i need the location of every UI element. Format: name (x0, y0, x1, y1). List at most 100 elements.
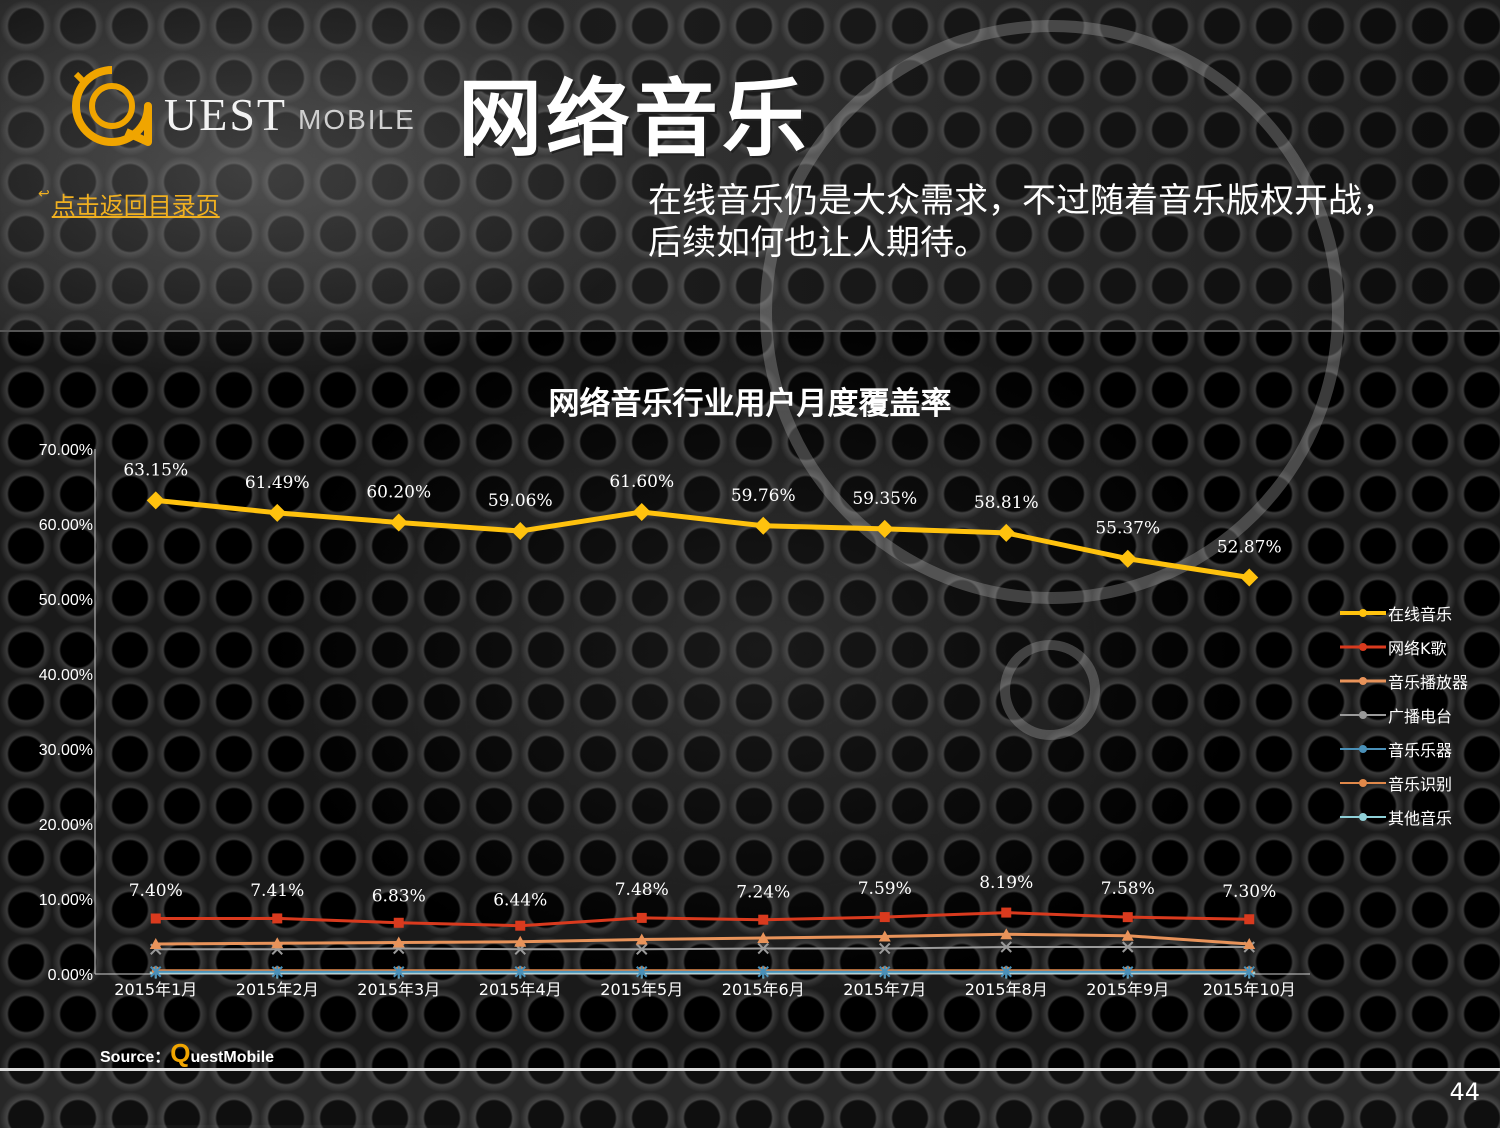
legend-label: 网络K歌 (1388, 639, 1447, 658)
chart-legend: 在线音乐网络K歌音乐播放器广播电台音乐乐器音乐识别其他音乐 (1340, 596, 1490, 834)
x-tick-label: 2015年5月 (600, 980, 683, 999)
data-point-marker (1121, 929, 1134, 941)
data-label: 61.49% (245, 473, 310, 493)
data-point-marker (1118, 549, 1137, 568)
legend-swatch-icon (1340, 779, 1386, 787)
legend-item: 广播电台 (1340, 698, 1490, 732)
data-point-marker (1001, 907, 1012, 918)
y-tick-label: 0.00% (48, 967, 93, 984)
x-tick-label: 2015年3月 (357, 980, 440, 999)
data-point-marker (1240, 568, 1259, 587)
data-label: 6.44% (493, 891, 547, 911)
legend-swatch-icon (1340, 711, 1386, 719)
source-brand: uestMobile (190, 1049, 275, 1066)
data-point-marker (636, 965, 648, 978)
data-point-marker (878, 930, 891, 942)
data-label: 7.58% (1101, 879, 1155, 899)
chart-title: 网络音乐行业用户月度覆盖率 (548, 386, 952, 422)
y-tick-label: 60.00% (39, 517, 93, 534)
legend-item: 在线音乐 (1340, 596, 1490, 630)
legend-label: 音乐播放器 (1388, 673, 1469, 692)
data-point-marker (879, 942, 891, 955)
data-label: 7.59% (858, 879, 912, 899)
data-label: 7.30% (1222, 882, 1276, 902)
data-point-marker (514, 935, 527, 947)
series-line (155, 932, 1250, 946)
legend-swatch-icon (1340, 677, 1386, 685)
data-point-marker (150, 965, 162, 978)
data-label: 60.20% (366, 483, 431, 503)
series-line (155, 911, 1250, 928)
y-tick-label: 40.00% (39, 667, 93, 684)
questmobile-logo: UEST MOBILE (66, 62, 426, 152)
series-line (155, 946, 1250, 951)
x-tick-label: 2015年2月 (236, 980, 319, 999)
y-tick-label: 20.00% (39, 817, 93, 834)
data-point-marker (758, 914, 769, 925)
data-label: 7.40% (129, 881, 183, 901)
data-point-marker (1000, 965, 1012, 978)
legend-label: 在线音乐 (1388, 605, 1453, 624)
legend-item: 其他音乐 (1340, 800, 1490, 834)
page-subtitle: 在线音乐仍是大众需求，不过随着音乐版权开战， 后续如何也让人期待。 (648, 180, 1488, 264)
y-tick-label: 10.00% (39, 892, 93, 909)
y-tick-label: 30.00% (39, 742, 93, 759)
data-point-marker (150, 913, 161, 924)
data-label: 63.15% (123, 460, 188, 480)
data-point-marker (636, 943, 648, 955)
data-label: 59.06% (488, 491, 553, 511)
page-title: 网络音乐 (458, 70, 811, 168)
data-point-marker (392, 936, 405, 948)
data-point-marker (514, 965, 526, 978)
source-q-mark: Q (170, 1038, 191, 1068)
data-point-marker (146, 491, 165, 510)
data-point-marker (393, 917, 404, 928)
legend-swatch-icon (1340, 609, 1386, 617)
legend-swatch-icon (1340, 813, 1386, 821)
data-point-marker (268, 503, 287, 522)
data-point-marker (875, 519, 894, 538)
x-tick-label: 2015年1月 (114, 980, 197, 999)
data-point-marker (1000, 941, 1012, 953)
data-label: 59.76% (731, 486, 796, 506)
x-tick-label: 2015年4月 (479, 980, 562, 999)
data-point-marker (271, 965, 283, 978)
data-point-marker (1244, 914, 1255, 925)
data-point-marker (635, 933, 648, 945)
legend-label: 音乐识别 (1388, 775, 1453, 794)
x-tick-label: 2015年8月 (965, 980, 1048, 999)
source-attribution: Source：QuestMobile (100, 1038, 274, 1069)
data-label: 7.24% (736, 883, 790, 903)
x-tick-label: 2015年10月 (1203, 980, 1296, 999)
data-point-marker (389, 513, 408, 532)
data-point-marker (757, 942, 769, 955)
back-to-contents-link[interactable]: ↩点击返回目录页 (38, 186, 220, 221)
data-point-marker (1243, 965, 1255, 978)
data-label: 6.83% (372, 887, 426, 907)
legend-swatch-icon (1340, 643, 1386, 651)
data-point-marker (754, 516, 773, 535)
return-arrow-icon: ↩ (38, 186, 50, 202)
data-point-marker (879, 965, 891, 978)
data-point-marker (997, 523, 1016, 542)
data-point-marker (149, 938, 162, 949)
data-point-marker (272, 913, 283, 924)
x-tick-label: 2015年9月 (1086, 980, 1169, 999)
data-label: 52.87% (1217, 537, 1282, 557)
legend-label: 广播电台 (1388, 707, 1453, 726)
subtitle-line-1: 在线音乐仍是大众需求，不过随着音乐版权开战， (648, 181, 1396, 221)
data-label: 55.37% (1095, 519, 1160, 539)
series-line (155, 497, 1250, 580)
data-point-marker (879, 912, 890, 923)
data-label: 8.19% (979, 873, 1033, 893)
data-point-marker (393, 965, 405, 978)
data-label: 7.41% (250, 881, 304, 901)
data-point-marker (636, 912, 647, 923)
data-point-marker (1000, 928, 1013, 940)
data-point-marker (1122, 965, 1134, 978)
legend-label: 音乐乐器 (1388, 741, 1453, 760)
legend-item: 音乐播放器 (1340, 664, 1490, 698)
data-label: 61.60% (609, 472, 674, 492)
legend-swatch-icon (1340, 745, 1386, 753)
data-point-marker (1122, 912, 1133, 923)
